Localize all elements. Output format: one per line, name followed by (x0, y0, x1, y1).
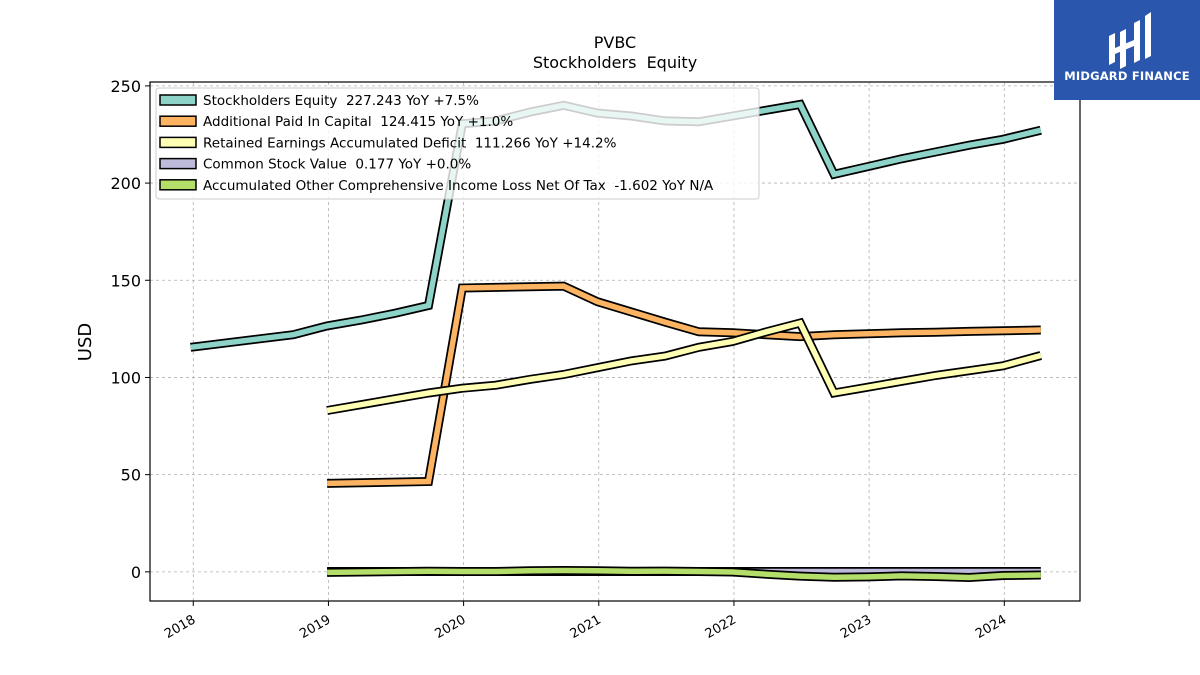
legend-label: Retained Earnings Accumulated Deficit 11… (203, 135, 617, 151)
legend-swatch (159, 136, 197, 149)
x-tick-label: 2020 (432, 612, 468, 642)
y-tick-label: 200 (110, 174, 141, 193)
series-line-4 (327, 567, 1041, 581)
legend-label: Additional Paid In Capital 124.415 YoY +… (203, 114, 513, 130)
plot-frame (149, 81, 1081, 602)
y-tick-label: 0 (131, 563, 141, 582)
legend-box (155, 87, 760, 200)
chart-subtitle: Stockholders Equity (533, 53, 697, 72)
legend-label: Common Stock Value 0.177 YoY +0.0% (203, 157, 471, 173)
chart-title: PVBC (594, 33, 636, 52)
x-tick-label: 2023 (838, 612, 874, 642)
y-tick-label: 150 (110, 271, 141, 290)
legend-label: Accumulated Other Comprehensive Income L… (203, 178, 714, 194)
x-tick-label: 2019 (297, 612, 333, 642)
x-tick-label: 2022 (703, 612, 739, 642)
x-tick-label: 2018 (162, 612, 198, 642)
y-tick-label: 100 (110, 368, 141, 387)
midgard-finance-logo: MIDGARD FINANCE (1054, 0, 1200, 100)
series-line-1 (327, 283, 1041, 487)
logo-text: MIDGARD FINANCE (1064, 69, 1190, 83)
legend-swatch (159, 115, 197, 127)
y-tick-label: 250 (110, 77, 141, 96)
x-tick-label: 2021 (568, 612, 604, 642)
legend-swatch (159, 157, 197, 170)
y-axis-label: USD (75, 323, 96, 361)
legend-label: Stockholders Equity 227.243 YoY +7.5% (203, 93, 479, 109)
legend-swatch (159, 94, 197, 106)
legend: Stockholders Equity 227.243 YoY +7.5% Add… (155, 87, 760, 200)
legend-swatch (159, 179, 197, 191)
logo-mark-icon (1054, 0, 1200, 100)
y-tick-label: 50 (121, 466, 141, 485)
series-line-2 (326, 319, 1042, 414)
x-tick-label: 2024 (973, 612, 1009, 642)
